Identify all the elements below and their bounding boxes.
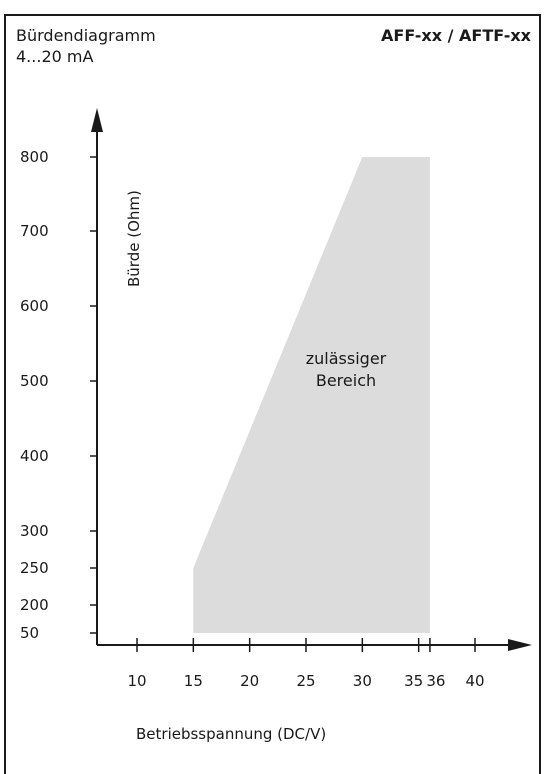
- y-tick-label: 200: [20, 596, 49, 614]
- permissible-region: [193, 157, 430, 633]
- y-axis-label: Bürde (Ohm): [125, 190, 143, 287]
- model-label: AFF-xx / AFTF-xx: [381, 26, 531, 45]
- y-tick-label: 400: [20, 447, 49, 465]
- x-tick-label: 10: [127, 672, 146, 690]
- chart-title-line1: Bürdendiagramm: [16, 26, 156, 45]
- y-axis-arrow: [91, 108, 103, 132]
- x-tick-label: 15: [184, 672, 203, 690]
- x-axis-arrow: [508, 639, 532, 651]
- region-annotation: zulässiger Bereich: [306, 349, 387, 390]
- y-tick-label: 50: [20, 624, 39, 642]
- y-tick-label: 600: [20, 297, 49, 315]
- y-tick-label: 700: [20, 222, 49, 240]
- y-axis: 50 200 250 300 400 500 600 700 800: [20, 108, 103, 645]
- x-tick-label: 36: [426, 672, 445, 690]
- annotation-line: zulässiger: [306, 349, 387, 368]
- y-tick-label: 500: [20, 372, 49, 390]
- chart-title: Bürdendiagramm 4...20 mA: [16, 25, 156, 67]
- y-tick-label: 250: [20, 559, 49, 577]
- y-tick-label: 800: [20, 148, 49, 166]
- x-tick-label: 35: [404, 672, 423, 690]
- annotation-line: Bereich: [316, 371, 376, 390]
- x-tick-label: 25: [296, 672, 315, 690]
- x-tick-label: 30: [353, 672, 372, 690]
- chart-title-line2: 4...20 mA: [16, 47, 94, 66]
- x-axis: 10 15 20 25 30 35 36 40: [97, 638, 532, 690]
- y-tick-label: 300: [20, 522, 49, 540]
- x-tick-label: 40: [465, 672, 484, 690]
- x-tick-label: 20: [240, 672, 259, 690]
- x-axis-label: Betriebsspannung (DC/V): [136, 725, 326, 743]
